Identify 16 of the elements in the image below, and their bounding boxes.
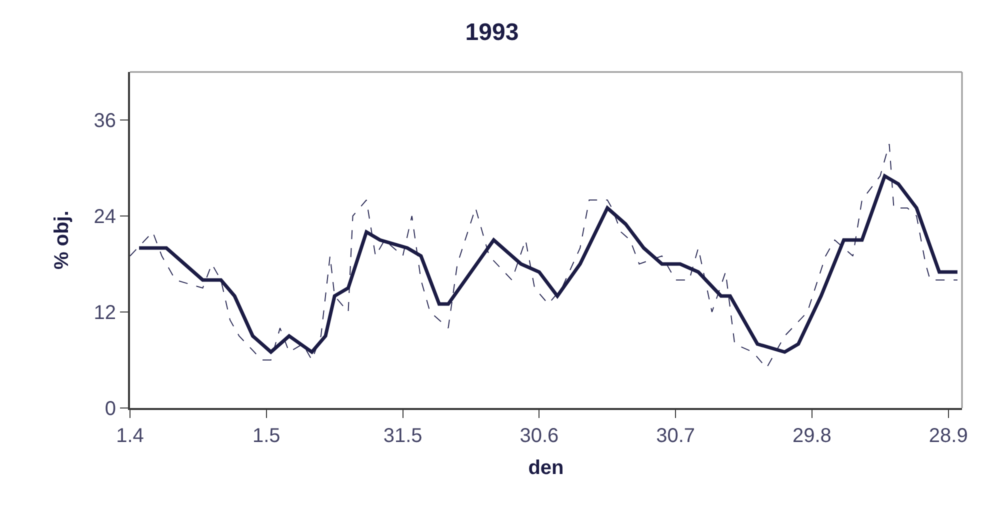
- x-tick-label: 29.8: [792, 425, 832, 447]
- y-tick-label: 24: [94, 206, 116, 228]
- x-tick-label: 30.7: [656, 425, 696, 447]
- chart-title: 1993: [465, 19, 519, 46]
- x-tick-label: 28.9: [928, 425, 968, 447]
- x-tick-label: 31.5: [383, 425, 422, 447]
- x-axis-title: den: [528, 457, 564, 479]
- y-tick-label: 0: [104, 398, 116, 420]
- line-series: [130, 144, 958, 368]
- y-axis-title: % obj.: [50, 210, 73, 270]
- x-tick-label: 30.6: [520, 425, 559, 447]
- y-tick-label: 36: [94, 110, 116, 132]
- x-tick-label: 1.4: [116, 425, 144, 447]
- x-tick-label: 1.5: [252, 425, 280, 447]
- y-tick-label: 12: [94, 302, 116, 324]
- line-series: [137, 174, 960, 354]
